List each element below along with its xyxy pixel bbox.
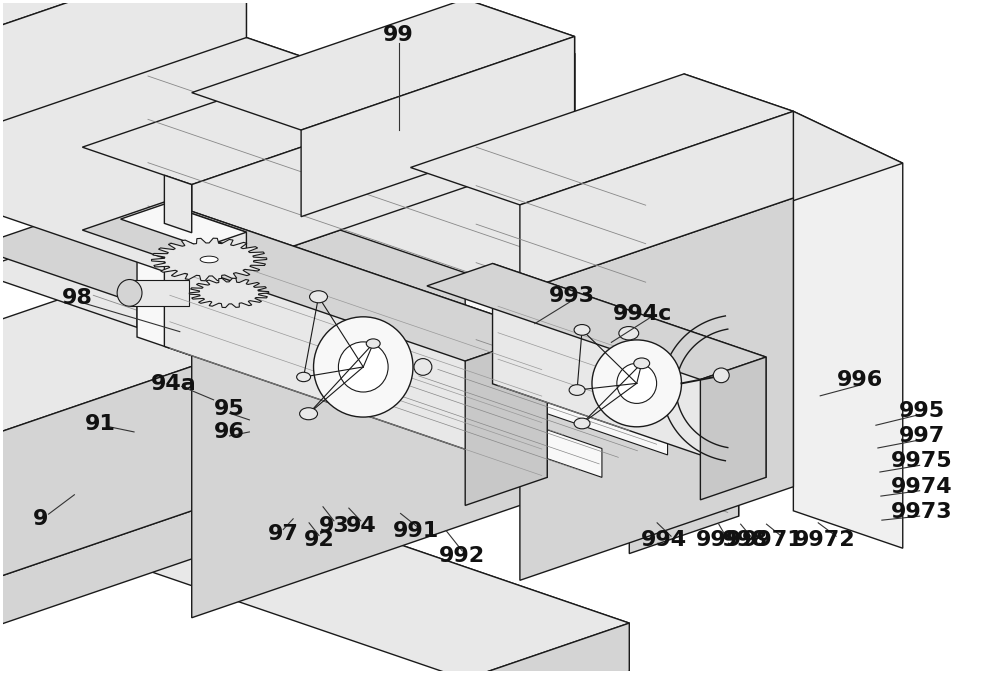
Text: 995: 995 bbox=[899, 400, 945, 421]
Polygon shape bbox=[449, 351, 668, 455]
Circle shape bbox=[569, 385, 585, 396]
Polygon shape bbox=[684, 74, 793, 198]
Text: 94a: 94a bbox=[151, 374, 197, 394]
Polygon shape bbox=[192, 150, 575, 618]
Text: 98: 98 bbox=[62, 288, 93, 308]
Polygon shape bbox=[0, 0, 575, 281]
Text: 96: 96 bbox=[214, 422, 245, 442]
Polygon shape bbox=[465, 16, 575, 150]
Circle shape bbox=[300, 408, 318, 420]
Circle shape bbox=[619, 326, 639, 340]
Polygon shape bbox=[465, 86, 793, 487]
Circle shape bbox=[310, 290, 327, 303]
Polygon shape bbox=[629, 458, 739, 553]
Text: 9971: 9971 bbox=[742, 530, 803, 550]
Polygon shape bbox=[137, 0, 575, 487]
Polygon shape bbox=[465, 333, 547, 506]
Polygon shape bbox=[82, 436, 246, 540]
Text: 9972: 9972 bbox=[793, 530, 855, 550]
Polygon shape bbox=[246, 266, 411, 346]
Text: 993: 993 bbox=[549, 286, 595, 305]
Polygon shape bbox=[192, 0, 575, 130]
Polygon shape bbox=[164, 175, 192, 233]
Text: 91: 91 bbox=[85, 414, 116, 434]
Ellipse shape bbox=[617, 363, 657, 404]
Polygon shape bbox=[493, 264, 766, 477]
Polygon shape bbox=[465, 623, 629, 674]
Text: 92: 92 bbox=[304, 530, 334, 550]
Text: 992: 992 bbox=[439, 546, 485, 566]
Polygon shape bbox=[192, 53, 575, 281]
Polygon shape bbox=[0, 436, 246, 605]
Polygon shape bbox=[130, 280, 189, 306]
Text: 93: 93 bbox=[319, 516, 349, 536]
Circle shape bbox=[574, 325, 590, 335]
Polygon shape bbox=[82, 16, 575, 185]
Polygon shape bbox=[383, 373, 602, 477]
Polygon shape bbox=[137, 266, 246, 328]
Circle shape bbox=[634, 358, 650, 369]
Text: 9974: 9974 bbox=[891, 477, 952, 497]
Polygon shape bbox=[82, 292, 246, 492]
Polygon shape bbox=[192, 86, 793, 292]
Text: 95: 95 bbox=[214, 399, 245, 419]
Polygon shape bbox=[0, 0, 246, 168]
Text: 994: 994 bbox=[641, 530, 687, 550]
Polygon shape bbox=[164, 202, 547, 477]
Polygon shape bbox=[0, 210, 246, 303]
Polygon shape bbox=[0, 492, 246, 652]
Text: 9: 9 bbox=[33, 509, 48, 529]
Text: 94: 94 bbox=[345, 516, 376, 536]
Polygon shape bbox=[82, 234, 739, 516]
Polygon shape bbox=[410, 74, 793, 205]
Polygon shape bbox=[151, 238, 267, 281]
Polygon shape bbox=[0, 0, 246, 72]
Polygon shape bbox=[121, 204, 246, 247]
Polygon shape bbox=[82, 202, 547, 361]
Polygon shape bbox=[301, 322, 411, 384]
Polygon shape bbox=[700, 357, 766, 500]
Text: 998: 998 bbox=[722, 530, 768, 550]
Ellipse shape bbox=[200, 256, 218, 263]
Polygon shape bbox=[465, 0, 575, 123]
Circle shape bbox=[297, 372, 311, 381]
Circle shape bbox=[366, 339, 380, 348]
Polygon shape bbox=[164, 204, 246, 251]
Ellipse shape bbox=[117, 280, 142, 306]
Text: 991: 991 bbox=[393, 521, 440, 541]
Polygon shape bbox=[301, 36, 575, 216]
Ellipse shape bbox=[713, 368, 729, 383]
Polygon shape bbox=[82, 436, 629, 671]
Text: 994c: 994c bbox=[613, 303, 672, 324]
Polygon shape bbox=[82, 210, 246, 290]
Polygon shape bbox=[137, 266, 411, 359]
Polygon shape bbox=[189, 278, 269, 307]
Text: 9973: 9973 bbox=[891, 502, 952, 522]
Polygon shape bbox=[137, 0, 246, 38]
Text: 99: 99 bbox=[383, 25, 414, 45]
Circle shape bbox=[574, 418, 590, 429]
Text: 97: 97 bbox=[268, 524, 299, 544]
Ellipse shape bbox=[314, 317, 413, 417]
Polygon shape bbox=[0, 436, 629, 674]
Polygon shape bbox=[520, 111, 903, 257]
Text: 999: 999 bbox=[696, 530, 742, 550]
Polygon shape bbox=[0, 292, 246, 460]
Polygon shape bbox=[465, 0, 575, 487]
Polygon shape bbox=[0, 234, 739, 496]
Polygon shape bbox=[793, 111, 903, 548]
Ellipse shape bbox=[592, 340, 681, 427]
Polygon shape bbox=[0, 348, 246, 605]
Text: 996: 996 bbox=[837, 371, 883, 390]
Text: 997: 997 bbox=[899, 426, 945, 446]
Ellipse shape bbox=[414, 359, 432, 375]
Text: 9975: 9975 bbox=[891, 452, 952, 471]
Polygon shape bbox=[520, 111, 793, 292]
Polygon shape bbox=[427, 264, 766, 379]
Ellipse shape bbox=[338, 342, 388, 392]
Circle shape bbox=[342, 355, 370, 374]
Polygon shape bbox=[520, 198, 793, 580]
